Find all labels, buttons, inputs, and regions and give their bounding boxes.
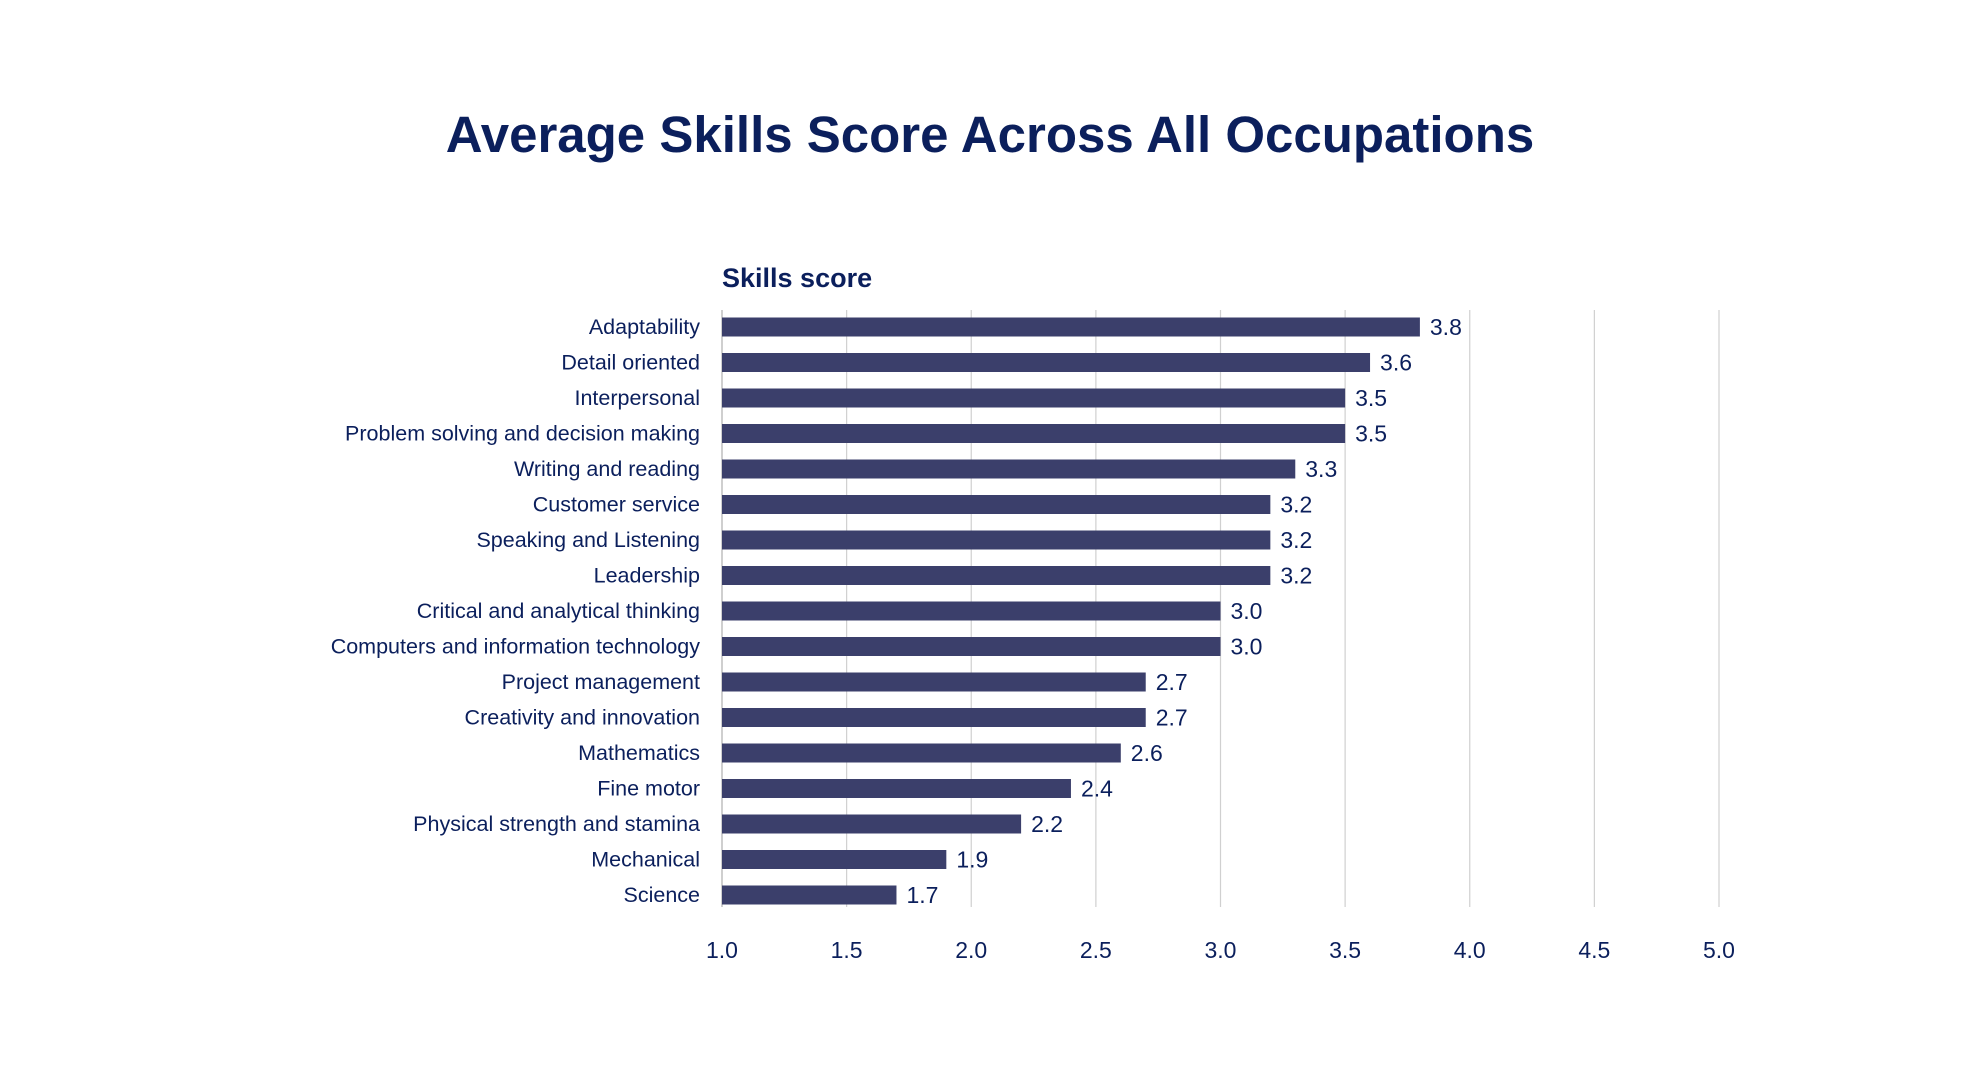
category-label: Project management <box>502 670 700 694</box>
bar <box>722 885 897 905</box>
category-label: Detail oriented <box>561 351 700 375</box>
bar <box>722 779 1071 798</box>
data-label: 1.7 <box>906 882 938 908</box>
data-label: 3.2 <box>1280 563 1312 589</box>
category-label: Fine motor <box>597 777 700 801</box>
category-label: Problem solving and decision making <box>345 422 700 446</box>
x-tick-label: 1.0 <box>706 937 738 963</box>
category-label: Creativity and innovation <box>465 706 700 730</box>
bar <box>722 459 1296 479</box>
x-tick-label: 3.5 <box>1329 937 1361 963</box>
bar <box>722 672 1146 692</box>
bar <box>722 317 1420 337</box>
x-tick-label: 4.5 <box>1578 937 1610 963</box>
bar <box>722 637 1221 656</box>
category-label: Critical and analytical thinking <box>417 599 700 623</box>
x-tick-labels: 1.0 1.5 2.0 2.5 3.0 3.5 4.0 4.5 5.0 <box>706 937 1735 963</box>
data-label: 3.2 <box>1280 492 1312 518</box>
data-label: 1.9 <box>956 847 988 873</box>
data-label: 3.6 <box>1380 350 1412 376</box>
x-tick-label: 5.0 <box>1703 937 1735 963</box>
bar <box>722 424 1346 443</box>
data-label: 2.2 <box>1031 811 1063 837</box>
category-label: Science <box>624 883 701 907</box>
category-label: Interpersonal <box>575 386 701 410</box>
bar <box>722 566 1271 585</box>
x-tick-label: 2.0 <box>955 937 987 963</box>
category-label: Customer service <box>533 493 700 517</box>
bar <box>722 850 947 869</box>
category-label: Mechanical <box>591 848 700 872</box>
x-tick-label: 2.5 <box>1080 937 1112 963</box>
data-label: 3.8 <box>1430 314 1462 340</box>
bar <box>722 601 1221 621</box>
data-label: 3.0 <box>1231 634 1263 660</box>
chart-title: Average Skills Score Across All Occupati… <box>445 106 1535 163</box>
category-label: Writing and reading <box>514 457 700 481</box>
category-label: Speaking and Listening <box>476 528 700 552</box>
bar <box>722 814 1022 834</box>
bar <box>722 530 1271 550</box>
bar <box>722 495 1271 514</box>
bar <box>722 388 1346 408</box>
bars <box>722 317 1420 905</box>
category-label: Mathematics <box>578 741 700 765</box>
category-label: Physical strength and stamina <box>413 812 700 836</box>
x-tick-label: 3.0 <box>1205 937 1237 963</box>
data-label: 3.2 <box>1280 527 1312 553</box>
bar <box>722 353 1371 372</box>
x-tick-label: 4.0 <box>1454 937 1486 963</box>
x-tick-label: 1.5 <box>831 937 863 963</box>
bar <box>722 743 1121 763</box>
x-axis-title: Skills score <box>722 263 872 293</box>
data-label: 3.0 <box>1231 598 1263 624</box>
data-labels: 3.8 3.6 3.5 3.5 3.3 3.2 3.2 3.2 3.0 3.0 2.7 2.7 2.6 2… <box>906 314 1461 908</box>
bar <box>722 708 1146 727</box>
category-label: Computers and information technology <box>331 635 701 659</box>
data-label: 2.6 <box>1131 740 1163 766</box>
category-label: Adaptability <box>589 315 700 339</box>
data-label: 2.7 <box>1156 669 1188 695</box>
data-label: 3.3 <box>1305 456 1337 482</box>
data-label: 2.7 <box>1156 705 1188 731</box>
data-label: 3.5 <box>1355 385 1387 411</box>
category-label: Leadership <box>594 564 700 588</box>
category-labels: Adaptability Detail oriented Interpersonal… <box>331 315 701 907</box>
data-label: 2.4 <box>1081 776 1113 802</box>
data-label: 3.5 <box>1355 421 1387 447</box>
